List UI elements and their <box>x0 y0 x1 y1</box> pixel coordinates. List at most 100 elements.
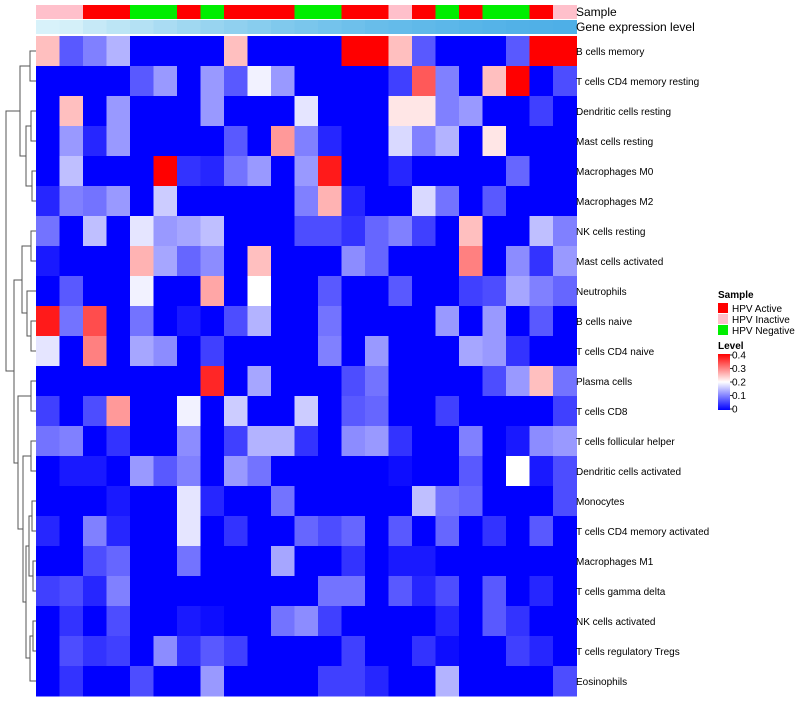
heatmap-cell <box>130 156 154 187</box>
heatmap-cell <box>294 396 319 427</box>
heatmap-cell <box>459 216 483 247</box>
heatmap-cell <box>341 156 366 187</box>
heatmap-cell <box>506 36 530 67</box>
heatmap-cell <box>36 666 60 697</box>
heatmap-cell <box>271 456 295 487</box>
heatmap-cell <box>365 306 389 337</box>
heatmap-cell <box>553 216 577 247</box>
heatmap-cell <box>224 516 248 547</box>
heatmap-cell <box>482 306 507 337</box>
heatmap-cell <box>529 606 554 637</box>
heatmap-cell <box>83 306 107 337</box>
expression-annotation-cell <box>529 20 554 34</box>
heatmap-cell <box>341 66 366 97</box>
heatmap-cell <box>388 96 413 127</box>
heatmap-cell <box>365 336 389 367</box>
heatmap-cell <box>365 516 389 547</box>
heatmap-cell <box>294 576 319 607</box>
heatmap-cell <box>271 306 295 337</box>
row-label: T cells CD4 memory resting <box>576 77 699 88</box>
heatmap-cell <box>365 216 389 247</box>
heatmap-cell <box>482 576 507 607</box>
heatmap-cell <box>247 306 272 337</box>
heatmap-cell <box>247 546 272 577</box>
heatmap-cell <box>294 246 319 277</box>
heatmap-cell <box>153 96 178 127</box>
heatmap-cell <box>459 36 483 67</box>
heatmap-cell <box>459 636 483 667</box>
heatmap-cell <box>318 246 342 277</box>
legend-item-label: HPV Negative <box>732 326 795 337</box>
heatmap-cell <box>435 306 460 337</box>
heatmap-cell <box>153 486 178 517</box>
sample-annotation-cell <box>83 5 107 19</box>
expression-annotation-cell <box>36 20 60 34</box>
heatmap-cell <box>36 516 60 547</box>
heatmap-cell <box>83 456 107 487</box>
heatmap-cell <box>130 246 154 277</box>
row-label: Macrophages M0 <box>576 167 654 178</box>
heatmap-cell <box>224 156 248 187</box>
heatmap-cell <box>529 666 554 697</box>
heatmap-cell <box>459 516 483 547</box>
heatmap-cell <box>247 486 272 517</box>
heatmap-cell <box>388 216 413 247</box>
heatmap-cell <box>130 66 154 97</box>
heatmap-cell <box>106 246 131 277</box>
heatmap-cell <box>294 666 319 697</box>
heatmap-cell <box>153 366 178 397</box>
sample-annotation-cell <box>529 5 554 19</box>
heatmap-cell <box>177 276 201 307</box>
heatmap-cell <box>482 36 507 67</box>
heatmap-cell <box>553 516 577 547</box>
heatmap-cell <box>388 486 413 517</box>
heatmap-cell <box>271 36 295 67</box>
heatmap-cell <box>529 426 554 457</box>
row-label: Plasma cells <box>576 377 632 388</box>
heatmap-cell <box>553 246 577 277</box>
heatmap-cell <box>106 276 131 307</box>
heatmap-cell <box>177 336 201 367</box>
heatmap-cell <box>412 276 436 307</box>
heatmap-cell <box>365 36 389 67</box>
heatmap-cell <box>553 546 577 577</box>
heatmap-cell <box>271 576 295 607</box>
heatmap-cell <box>224 606 248 637</box>
heatmap-cell <box>247 336 272 367</box>
sample-annotation-cell <box>459 5 483 19</box>
heatmap-cell <box>59 486 84 517</box>
heatmap-cell <box>388 246 413 277</box>
legend-swatch <box>718 303 728 313</box>
heatmap-cell <box>553 576 577 607</box>
heatmap-cell <box>341 96 366 127</box>
heatmap-cell <box>177 486 201 517</box>
heatmap-cell <box>247 66 272 97</box>
heatmap-cell <box>153 276 178 307</box>
heatmap-cell <box>506 336 530 367</box>
heatmap-cell <box>130 336 154 367</box>
heatmap-cell <box>529 246 554 277</box>
heatmap-cell <box>341 486 366 517</box>
heatmap-cell <box>200 636 225 667</box>
heatmap-cell <box>412 546 436 577</box>
heatmap-cell <box>200 216 225 247</box>
heatmap-cell <box>365 576 389 607</box>
heatmap-cell <box>224 486 248 517</box>
heatmap-cell <box>36 336 60 367</box>
heatmap-cell <box>412 96 436 127</box>
heatmap-cell <box>177 36 201 67</box>
heatmap-cell <box>106 486 131 517</box>
heatmap-cell <box>106 36 131 67</box>
heatmap-cell <box>36 426 60 457</box>
heatmap-cell <box>153 186 178 217</box>
heatmap-cell <box>247 96 272 127</box>
heatmap-cell <box>224 666 248 697</box>
heatmap-cell <box>153 126 178 157</box>
heatmap-cell <box>529 456 554 487</box>
heatmap-cell <box>36 186 60 217</box>
heatmap-cell <box>106 426 131 457</box>
heatmap-cell <box>294 546 319 577</box>
heatmap-cell <box>459 156 483 187</box>
heatmap-cell <box>341 36 366 67</box>
heatmap-cell <box>553 636 577 667</box>
